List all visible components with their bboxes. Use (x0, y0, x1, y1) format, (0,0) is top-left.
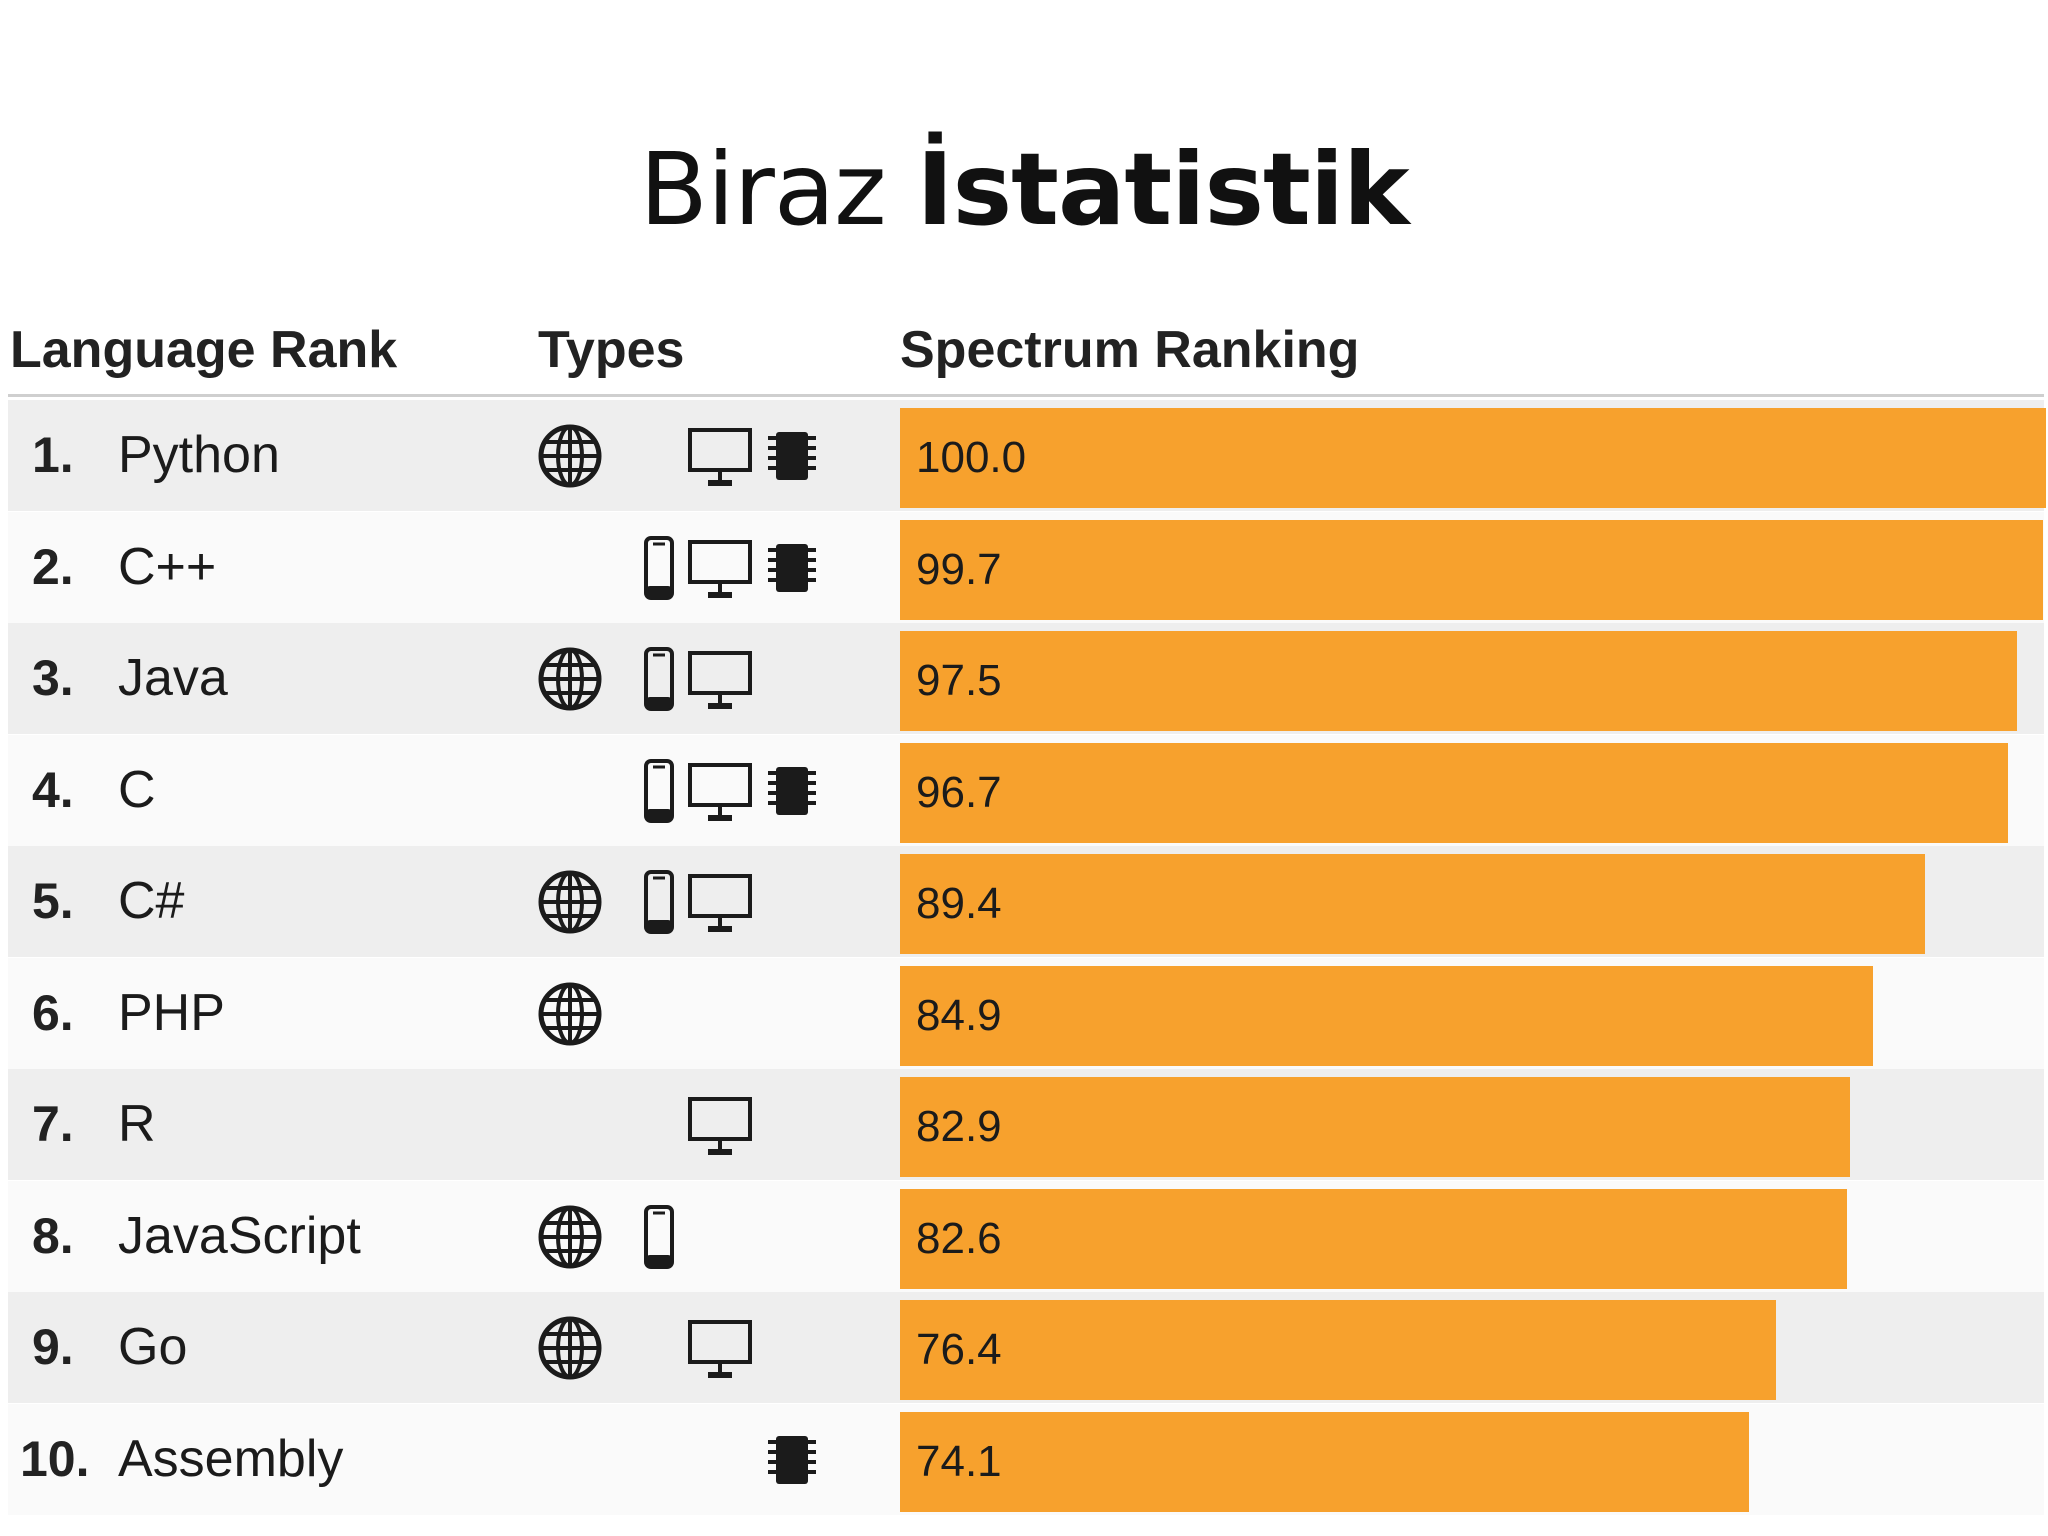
mobile-phone-icon (622, 647, 694, 711)
desktop-monitor-icon (684, 536, 756, 600)
rank-number: 3. (32, 650, 74, 706)
table-row: 10. Assembly 74.1 (8, 1404, 2044, 1515)
globe-icon (534, 647, 606, 711)
title-bold: İstatistik (916, 131, 1409, 248)
ranking-bar (900, 631, 2017, 731)
rank-number: 2. (32, 539, 74, 595)
header-divider (8, 394, 2044, 397)
language-name: JavaScript (118, 1207, 361, 1265)
language-name: Python (118, 426, 280, 484)
table-row: 6. PHP 84.9 (8, 958, 2044, 1069)
header-types: Types (538, 321, 685, 379)
globe-icon (534, 1205, 606, 1269)
desktop-monitor-icon (684, 1316, 756, 1380)
globe-icon (534, 870, 606, 934)
language-name: C++ (118, 538, 217, 596)
desktop-monitor-icon (684, 1093, 756, 1157)
rank-number: 6. (32, 985, 74, 1041)
rank-number: 8. (32, 1208, 74, 1264)
mobile-phone-icon (622, 536, 694, 600)
table-row: 5. C# 89.4 (8, 846, 2044, 957)
ranking-table: 1. Python 100.0 2. C++ 99.7 3. Java 97.5 4. C 96.7 5… (0, 400, 2048, 1536)
desktop-monitor-icon (684, 870, 756, 934)
chip-icon (756, 1428, 828, 1492)
chip-icon (756, 536, 828, 600)
globe-icon (534, 1316, 606, 1380)
chip-icon (756, 424, 828, 488)
ranking-bar (900, 520, 2043, 620)
language-name: R (118, 1095, 156, 1153)
mobile-phone-icon (622, 759, 694, 823)
header-spectrum-ranking: Spectrum Ranking (900, 321, 1360, 379)
title-regular: Biraz (639, 131, 917, 248)
ranking-bar (900, 1189, 1847, 1289)
table-row: 3. Java 97.5 (8, 623, 2044, 734)
chip-icon (756, 759, 828, 823)
rank-number: 4. (32, 762, 74, 818)
ranking-value-label: 84.9 (916, 991, 1002, 1040)
language-name: Assembly (118, 1430, 344, 1488)
ranking-bar (900, 408, 2046, 508)
table-row: 1. Python 100.0 (8, 400, 2046, 511)
ranking-bar (900, 1412, 1749, 1512)
ranking-bar (900, 966, 1873, 1066)
desktop-monitor-icon (684, 424, 756, 488)
globe-icon (534, 424, 606, 488)
language-name: C (118, 761, 156, 819)
table-row: 7. R 82.9 (8, 1069, 2044, 1180)
rank-number: 10. (20, 1431, 90, 1487)
ranking-bar (900, 854, 1925, 954)
globe-icon (534, 982, 606, 1046)
ranking-value-label: 82.9 (916, 1102, 1002, 1151)
table-row: 4. C 96.7 (8, 735, 2044, 846)
language-name: Java (118, 649, 228, 707)
rank-number: 1. (32, 427, 74, 483)
ranking-value-label: 99.7 (916, 545, 1002, 594)
desktop-monitor-icon (684, 759, 756, 823)
ranking-bar (900, 743, 2008, 843)
slide-title: Biraz İstatistik (0, 125, 2048, 255)
table-row: 2. C++ 99.7 (8, 512, 2044, 623)
ranking-value-label: 97.5 (916, 656, 1002, 705)
language-name: Go (118, 1318, 188, 1376)
ranking-bar (900, 1300, 1776, 1400)
language-name: PHP (118, 984, 225, 1042)
table-row: 9. Go 76.4 (8, 1292, 2044, 1403)
ranking-value-label: 76.4 (916, 1325, 1002, 1374)
ranking-bar (900, 1077, 1850, 1177)
language-name: C# (118, 872, 185, 930)
mobile-phone-icon (622, 1205, 694, 1269)
rank-number: 7. (32, 1096, 74, 1152)
desktop-monitor-icon (684, 647, 756, 711)
rank-number: 9. (32, 1319, 74, 1375)
ranking-value-label: 96.7 (916, 768, 1002, 817)
ranking-value-label: 82.6 (916, 1214, 1002, 1263)
ranking-value-label: 100.0 (916, 433, 1027, 482)
rank-number: 5. (32, 873, 74, 929)
header-language-rank: Language Rank (10, 321, 398, 379)
table-row: 8. JavaScript 82.6 (8, 1181, 2044, 1292)
ranking-value-label: 74.1 (916, 1437, 1002, 1486)
mobile-phone-icon (622, 870, 694, 934)
ranking-value-label: 89.4 (916, 879, 1002, 928)
